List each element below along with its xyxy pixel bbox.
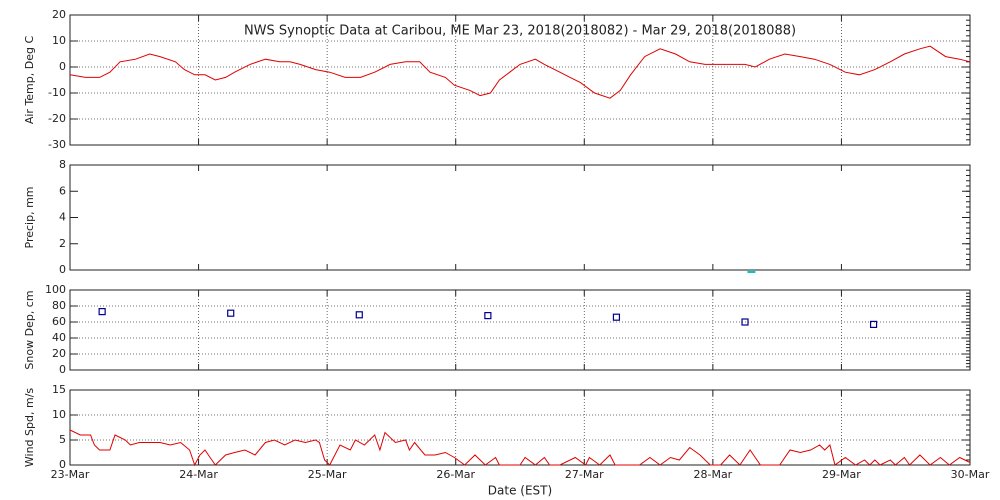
- x-tick-label: 24-Mar: [179, 468, 218, 481]
- y-axis-label: Snow Dep, cm: [23, 290, 36, 369]
- x-tick-label: 30-Mar: [951, 468, 990, 481]
- point: [484, 312, 492, 320]
- y-tick-label: 6: [59, 184, 66, 197]
- point: [747, 271, 756, 273]
- y-tick-label: 80: [52, 299, 66, 312]
- y-tick-label: -30: [48, 138, 66, 151]
- y-tick-label: 4: [59, 211, 66, 224]
- y-tick-label: 0: [59, 60, 66, 73]
- x-tick-label: 23-Mar: [51, 468, 90, 481]
- y-tick-label: 8: [59, 158, 66, 171]
- y-tick-label: 5: [59, 433, 66, 446]
- y-tick-label: -20: [48, 112, 66, 125]
- y-tick-label: 2: [59, 237, 66, 250]
- point: [227, 309, 235, 317]
- y-tick-label: 20: [52, 8, 66, 21]
- plot-frame: [69, 289, 971, 371]
- y-tick-label: 10: [52, 34, 66, 47]
- x-tick-label: 28-Mar: [693, 468, 732, 481]
- y-tick-label: 0: [59, 363, 66, 376]
- y-tick-label: 15: [52, 383, 66, 396]
- plot-frame: [69, 164, 971, 271]
- chart-title: NWS Synoptic Data at Caribou, ME Mar 23,…: [244, 24, 796, 39]
- point: [98, 308, 106, 316]
- y-tick-label: 40: [52, 331, 66, 344]
- point: [612, 313, 621, 321]
- x-tick-label: 26-Mar: [436, 468, 475, 481]
- y-tick-label: 0: [59, 458, 66, 471]
- point: [869, 320, 878, 328]
- y-tick-label: 20: [52, 347, 66, 360]
- plot-frame: [69, 389, 971, 466]
- y-tick-label: 10: [52, 408, 66, 421]
- x-axis-label: Date (EST): [488, 484, 552, 498]
- y-tick-label: 0: [59, 263, 66, 276]
- plot-frame: [69, 14, 971, 146]
- x-tick-label: 25-Mar: [308, 468, 347, 481]
- x-tick-label: 29-Mar: [822, 468, 861, 481]
- point: [355, 311, 363, 319]
- line: [69, 429, 971, 467]
- line: [69, 45, 971, 99]
- y-axis-label: Air Temp, Deg C: [23, 36, 36, 125]
- y-tick-label: 100: [45, 283, 66, 296]
- y-tick-label: 60: [52, 315, 66, 328]
- x-tick-label: 27-Mar: [565, 468, 604, 481]
- y-axis-label: Wind Spd, m/s: [23, 388, 36, 468]
- y-axis-label: Precip, mm: [23, 187, 36, 249]
- y-tick-label: -10: [48, 86, 66, 99]
- point: [741, 318, 749, 326]
